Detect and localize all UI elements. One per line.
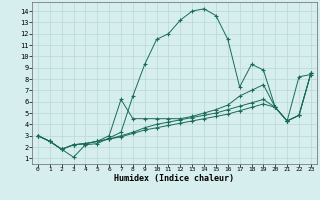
X-axis label: Humidex (Indice chaleur): Humidex (Indice chaleur) [115,174,234,183]
